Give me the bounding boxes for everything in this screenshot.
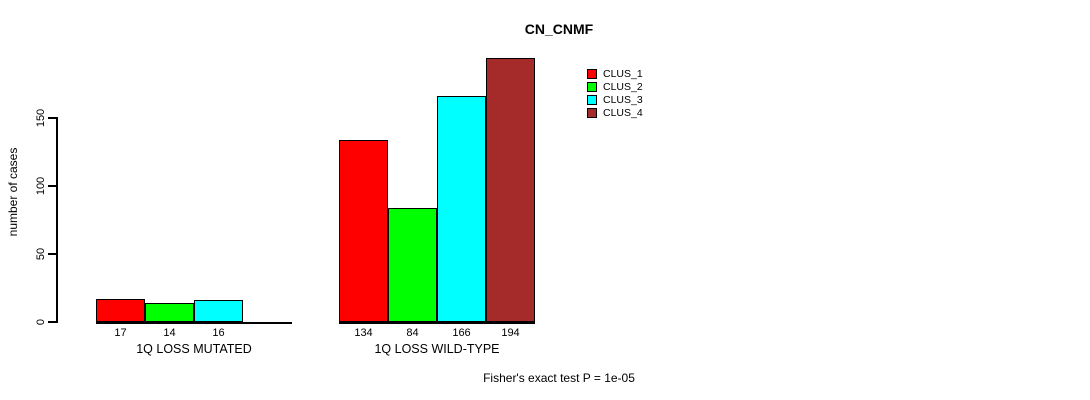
footnote: Fisher's exact test P = 1e-05 — [483, 371, 635, 385]
y-tick-label: 50 — [35, 247, 47, 261]
legend-label: CLUS_1 — [603, 67, 643, 80]
x-category-label: 1Q LOSS WILD-TYPE — [374, 342, 500, 356]
legend-row-clus_4: CLUS_4 — [587, 106, 643, 119]
y-tick-label: 150 — [35, 108, 47, 128]
y-tick-mark — [48, 117, 56, 119]
y-tick-mark — [48, 185, 56, 187]
x-category-label: 1Q LOSS MUTATED — [136, 342, 252, 356]
group-baseline — [96, 322, 292, 324]
bar-value-label: 17 — [114, 327, 127, 339]
bar-value-label: 134 — [354, 327, 373, 339]
y-tick-mark — [48, 321, 56, 323]
y-tick-label: 0 — [35, 318, 47, 326]
bar-clus_1 — [96, 298, 145, 322]
group-baseline — [339, 322, 535, 324]
bar-clus_2 — [145, 302, 194, 322]
chart-title: CN_CNMF — [524, 21, 594, 37]
bar-clus_3 — [437, 96, 486, 322]
legend-label: CLUS_2 — [603, 80, 643, 93]
legend-row-clus_2: CLUS_2 — [587, 80, 643, 93]
y-tick-label: 100 — [35, 176, 47, 196]
legend-swatch-icon — [587, 94, 597, 105]
bar-value-label: 16 — [212, 327, 225, 339]
legend-label: CLUS_4 — [603, 106, 643, 119]
legend-row-clus_1: CLUS_1 — [587, 67, 643, 80]
bar-clus_4 — [486, 58, 535, 322]
bar-clus_2 — [388, 207, 437, 322]
y-tick-mark — [48, 253, 56, 255]
y-axis-label: number of cases — [6, 147, 20, 237]
bar-clus_3 — [194, 300, 243, 322]
legend-swatch-icon — [587, 81, 597, 92]
y-axis-line — [56, 117, 58, 323]
legend: CLUS_1 CLUS_2 CLUS_3 CLUS_4 — [587, 67, 643, 119]
legend-swatch-icon — [587, 107, 597, 118]
bar-value-label: 84 — [406, 327, 419, 339]
legend-label: CLUS_3 — [603, 93, 643, 106]
bar-clus_1 — [339, 139, 388, 322]
legend-swatch-icon — [587, 68, 597, 79]
legend-row-clus_3: CLUS_3 — [587, 93, 643, 106]
bar-value-label: 166 — [452, 327, 471, 339]
bar-value-label: 194 — [501, 327, 520, 339]
bar-value-label: 14 — [163, 327, 176, 339]
